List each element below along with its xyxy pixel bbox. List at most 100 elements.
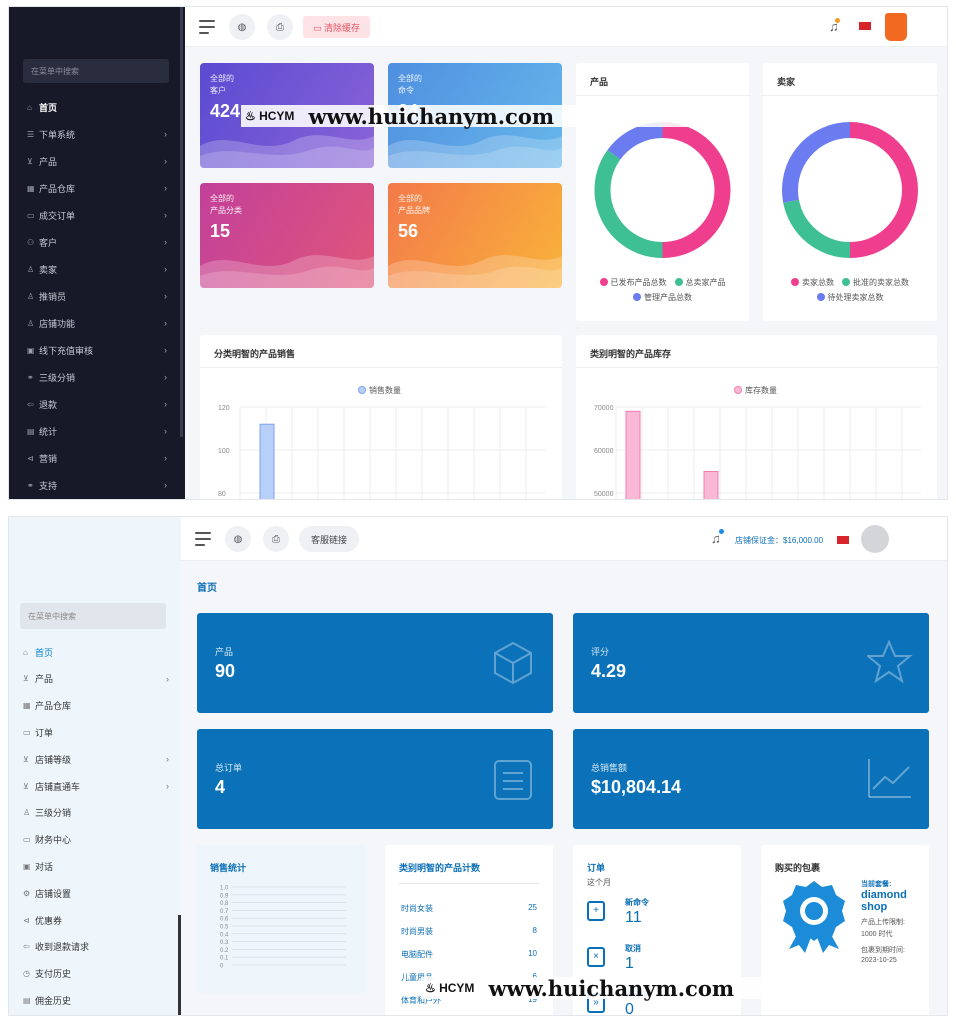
- chevron-right-icon: ›: [164, 480, 167, 490]
- stat-card-value: $10,804.14: [591, 777, 682, 797]
- legend-item: 卖家总数: [791, 277, 834, 288]
- sidebar-item-label: 收到退款请求: [35, 942, 90, 953]
- trash-icon: ▭: [313, 23, 325, 33]
- avatar[interactable]: [861, 525, 889, 553]
- sidebar-item[interactable]: ☰ 下单系统 ›: [9, 124, 185, 144]
- category-count-title: 类别明智的产品计数: [399, 863, 481, 873]
- bar[interactable]: [703, 471, 719, 501]
- settings-icon: ⚙: [23, 888, 31, 898]
- bell-icon[interactable]: ♫: [711, 531, 721, 546]
- print-icon[interactable]: ⎙: [263, 526, 289, 552]
- donut-slice[interactable]: [782, 122, 851, 203]
- sidebar-scrollbar[interactable]: [178, 915, 181, 1015]
- sidebar-item[interactable]: ♙ 三级分销: [9, 803, 181, 823]
- sidebar-scrollbar[interactable]: [180, 7, 183, 437]
- sidebar-item[interactable]: ⊻ 店铺直通车 ›: [9, 776, 181, 796]
- hamburger-icon[interactable]: [195, 532, 211, 546]
- stat-card: 产品 90: [197, 613, 553, 713]
- donut-slice[interactable]: [783, 199, 851, 258]
- category-row-name: 时尚男装: [401, 927, 433, 936]
- order-stat-label: 取消: [625, 944, 641, 953]
- sidebar-item-label: 三级分销: [39, 372, 76, 383]
- orders-subtitle: 这个月: [587, 878, 611, 887]
- legend-label: 已发布产品总数: [610, 278, 667, 287]
- sidebar-item-label: 店铺功能: [39, 318, 76, 329]
- sidebar-item[interactable]: ⚇ 客户 ›: [9, 232, 185, 252]
- legend-dot: [599, 278, 608, 286]
- menu-search-input[interactable]: 在菜单中搜索: [23, 59, 169, 83]
- sidebar-item[interactable]: ⊲ 优惠券: [9, 910, 181, 930]
- finance-icon: ▭: [23, 835, 31, 845]
- sidebar-item[interactable]: ▤ 统计 ›: [9, 421, 185, 441]
- globe-icon[interactable]: ◍: [225, 526, 251, 552]
- sidebar-item[interactable]: ⌂ 首页: [9, 97, 185, 117]
- donut-slice[interactable]: [849, 122, 918, 258]
- notification-dot: [835, 18, 840, 23]
- sidebar-item[interactable]: ▦ 产品仓库 ›: [9, 178, 185, 198]
- sidebar-item[interactable]: ⌂ 首页: [9, 642, 181, 662]
- sidebar-item[interactable]: ▭ 成交订单 ›: [9, 205, 185, 225]
- sidebar-item[interactable]: ▭ 订单: [9, 722, 181, 742]
- sidebar-item[interactable]: ♙ 推销员 ›: [9, 286, 185, 306]
- bar[interactable]: [259, 423, 275, 500]
- sales-stats-box: 销售统计 1.0 0.9 0.8 0.7 0.6 0.5 0.4 0.3 0.2 0.1 0: [196, 845, 366, 993]
- support-icon: ⚭: [27, 480, 34, 490]
- sidebar-item-label: 营销: [39, 453, 58, 464]
- bar[interactable]: [625, 410, 641, 500]
- sidebar-item[interactable]: ▦ 产品仓库: [9, 696, 181, 716]
- china-flag-icon[interactable]: [859, 22, 871, 30]
- sidebar-item[interactable]: ♙ 卖家 ›: [9, 259, 185, 279]
- china-flag-icon[interactable]: [837, 536, 849, 544]
- y-tick-label: 0.2: [220, 948, 229, 954]
- globe-icon[interactable]: ◍: [229, 14, 255, 40]
- clear-cache-button[interactable]: ▭ 清除缓存: [303, 16, 371, 38]
- service-link-button[interactable]: 客服链接: [299, 526, 360, 552]
- sidebar-item[interactable]: ⇦ 退款 ›: [9, 394, 185, 414]
- list-icon: ☰: [27, 129, 35, 139]
- sidebar-item-label: 支付历史: [35, 969, 72, 980]
- sidebar-item[interactable]: ⚭ 支持 ›: [9, 475, 185, 495]
- legend-label: 管理产品总数: [644, 293, 692, 302]
- sidebar-item[interactable]: ▭ 财务中心: [9, 830, 181, 850]
- menu-search-input[interactable]: 在菜单中搜索: [20, 603, 166, 629]
- donut-slice[interactable]: [594, 150, 663, 258]
- sidebar-item[interactable]: ⇦ 收到退款请求: [9, 937, 181, 957]
- legend-item: 已发布产品总数: [599, 277, 667, 288]
- expire-value: 2023-10-25: [861, 957, 897, 964]
- sidebar-item[interactable]: ♙ 店铺功能 ›: [9, 313, 185, 333]
- bell-icon[interactable]: ♫: [829, 19, 839, 34]
- chevron-right-icon: ›: [164, 318, 167, 328]
- y-tick-label: 120: [218, 405, 230, 412]
- sidebar-item[interactable]: ⊻ 店铺等级 ›: [9, 749, 181, 769]
- package-current-label: 当前套餐:: [861, 881, 892, 888]
- donut-slice[interactable]: [607, 122, 663, 160]
- shop-bag-avatar[interactable]: [885, 13, 907, 41]
- print-icon[interactable]: ⎙: [267, 14, 293, 40]
- sidebar-item[interactable]: ▤ 佣金历史: [9, 990, 181, 1010]
- stat-card-label: 全部的 命令: [398, 74, 422, 95]
- chevron-right-icon: ›: [164, 372, 167, 382]
- sidebar-item[interactable]: ⊲ 营销 ›: [9, 448, 185, 468]
- sidebar-item[interactable]: ▣ 对话: [9, 856, 181, 876]
- sidebar-item[interactable]: ⊻ 产品 ›: [9, 669, 181, 689]
- sales-chart-box: 分类明智的产品销售 销售数量 120 100 80: [200, 335, 562, 500]
- cart-plus-icon: +: [587, 901, 605, 921]
- sidebar-item[interactable]: ▣ 线下充值审核 ›: [9, 340, 185, 360]
- watermark-text: www.huichanym.com: [308, 103, 555, 129]
- sidebar-item[interactable]: ⚙ 店铺设置: [9, 883, 181, 903]
- warehouse-icon: ▦: [27, 183, 35, 193]
- sidebar-item-label: 优惠券: [35, 915, 63, 926]
- y-tick-label: 0.7: [220, 909, 229, 915]
- stat-card-label: 总订单: [215, 763, 243, 773]
- sidebar-item[interactable]: ⊻ 产品 ›: [9, 151, 185, 171]
- clipboard-icon: [494, 760, 532, 800]
- sidebar-item[interactable]: ◷ 支付历史: [9, 964, 181, 984]
- sidebar-item-label: 三级分销: [35, 808, 72, 819]
- sidebar-item-label: 统计: [39, 426, 58, 437]
- stat-card-value: 424: [210, 101, 241, 121]
- watermark: ♨ HCYM www.huichanym.com: [241, 103, 731, 129]
- sidebar-item[interactable]: ⚭ 三级分销 ›: [9, 367, 185, 387]
- donut-slice[interactable]: [662, 122, 731, 258]
- hamburger-icon[interactable]: [199, 20, 215, 34]
- box-icon: [494, 641, 532, 685]
